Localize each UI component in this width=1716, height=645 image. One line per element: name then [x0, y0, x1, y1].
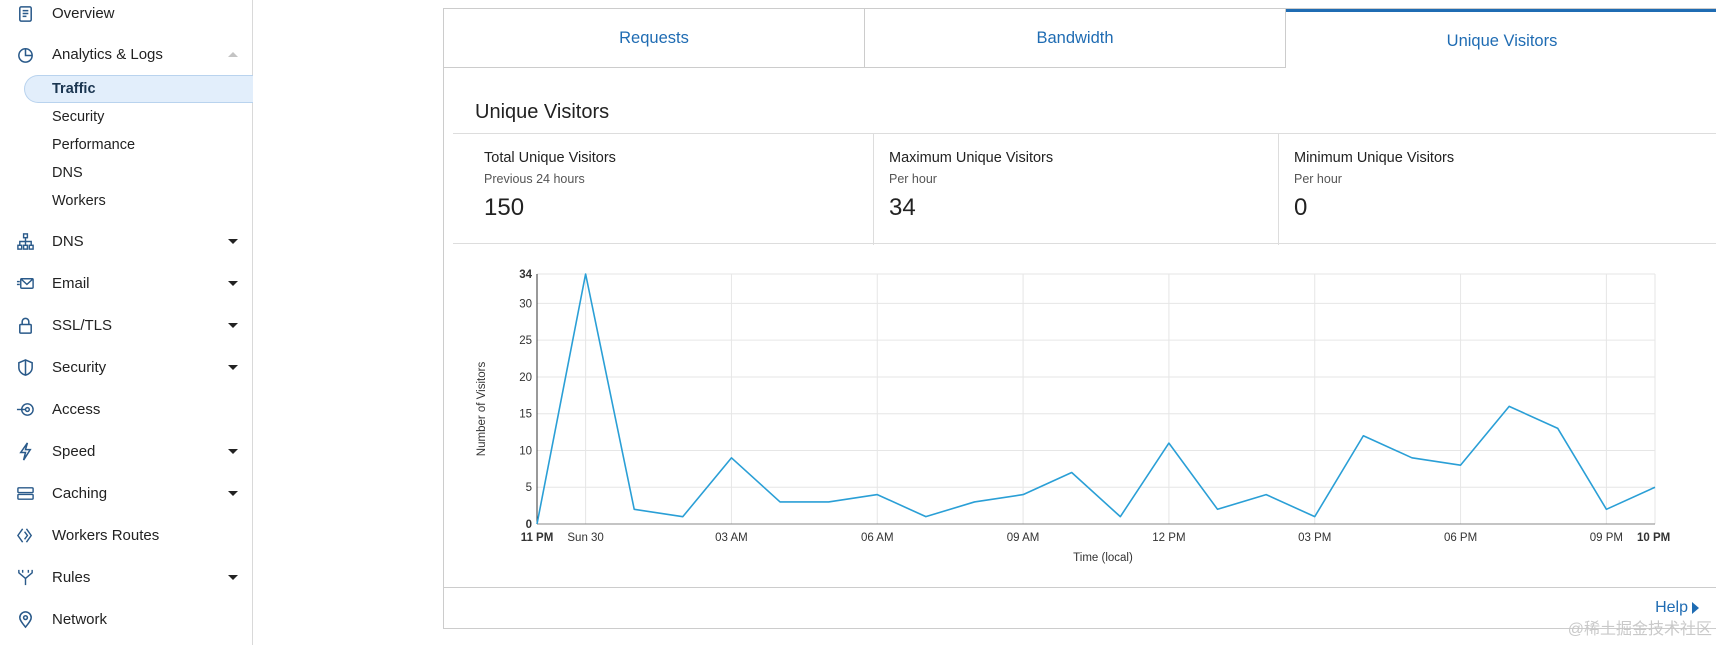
rules-icon — [14, 566, 36, 588]
divider — [444, 587, 1716, 588]
sidebar-subitem-workers[interactable]: Workers — [52, 193, 106, 209]
sidebar-item-rules[interactable]: Rules — [0, 558, 252, 596]
sidebar-item-dns[interactable]: DNS — [0, 222, 252, 260]
series-line — [536, 273, 1656, 525]
y-tick-label: 5 — [526, 482, 532, 494]
sidebar-item-label: Access — [52, 400, 101, 418]
y-tick-label: 0 — [526, 519, 532, 531]
tab-unique-visitors[interactable]: Unique Visitors — [1286, 9, 1716, 68]
y-tick-label: 10 — [519, 445, 532, 457]
sidebar-item-ssl-tls[interactable]: SSL/TLS — [0, 306, 252, 344]
metric-subtitle: Per hour — [889, 172, 937, 186]
help-link[interactable]: Help — [1655, 599, 1699, 617]
sidebar-subitem-performance[interactable]: Performance — [52, 137, 136, 153]
x-tick-label: 09 PM — [1590, 532, 1623, 544]
email-icon — [14, 272, 36, 294]
metric-value: 150 — [484, 194, 525, 221]
chevron-down-icon[interactable] — [228, 238, 238, 244]
sidebar-item-label: Security — [52, 358, 107, 376]
sidebar-item-label: DNS — [52, 232, 84, 250]
sidebar-subitem-dns[interactable]: DNS — [52, 165, 83, 181]
sidebar-item-overview[interactable]: Overview — [0, 0, 252, 32]
chevron-down-icon[interactable] — [228, 364, 238, 370]
sidebar-item-label: Email — [52, 274, 90, 292]
sidebar-item-email[interactable]: Email — [0, 264, 252, 302]
chevron-down-icon[interactable] — [228, 574, 238, 580]
sidebar: Overview Analytics & Logs Traffic Securi… — [0, 0, 253, 645]
x-tick-label: 03 PM — [1298, 532, 1331, 544]
sidebar-item-analytics[interactable]: Analytics & Logs — [0, 35, 252, 73]
sidebar-item-label: Rules — [52, 568, 91, 586]
x-tick-label: 10 PM — [1637, 532, 1670, 544]
document-icon — [14, 2, 36, 24]
x-tick-label: 06 AM — [861, 532, 894, 544]
help-label: Help — [1655, 599, 1688, 616]
sidebar-item-label: Analytics & Logs — [52, 45, 163, 63]
metrics-row: Total Unique Visitors Previous 24 hours … — [453, 133, 1716, 245]
y-tick-label: 30 — [519, 298, 532, 310]
watermark: @稀土掘金技术社区 — [1567, 621, 1712, 638]
sitemap-icon — [14, 230, 36, 252]
chevron-down-icon[interactable] — [228, 490, 238, 496]
x-axis-label: Time (local) — [1073, 552, 1133, 564]
metric-min-unique-visitors: Minimum Unique Visitors Per hour 0 — [1279, 134, 1716, 245]
server-icon — [14, 482, 36, 504]
x-tick-label: 06 PM — [1444, 532, 1477, 544]
y-tick-label: 25 — [519, 335, 532, 347]
sidebar-item-workers-routes[interactable]: Workers Routes — [0, 516, 252, 554]
unique-visitors-chart: 0 5 10 15 20 25 30 34 11 PM Sun 30 03 AM 06 AM 09 AM… — [444, 9, 1716, 630]
x-tick-label: 03 AM — [715, 532, 748, 544]
sidebar-item-label: SSL/TLS — [52, 316, 113, 334]
sidebar-subitem-security[interactable]: Security — [52, 109, 105, 125]
shield-icon — [14, 356, 36, 378]
pie-chart-icon — [14, 43, 36, 65]
metric-title: Total Unique Visitors — [484, 150, 616, 166]
chevron-down-icon[interactable] — [228, 280, 238, 286]
workers-icon — [14, 524, 36, 546]
chevron-down-icon[interactable] — [228, 448, 238, 454]
metric-value: 34 — [889, 194, 916, 221]
x-tick-label: Sun 30 — [567, 532, 603, 544]
tab-bandwidth[interactable]: Bandwidth — [865, 9, 1286, 68]
access-icon — [14, 398, 36, 420]
x-tick-label: 11 PM — [521, 532, 554, 544]
y-tick-label: 20 — [519, 372, 532, 384]
metric-total-unique-visitors: Total Unique Visitors Previous 24 hours … — [453, 134, 874, 245]
sidebar-item-caching[interactable]: Caching — [0, 474, 252, 512]
chevron-down-icon[interactable] — [228, 322, 238, 328]
metric-title: Minimum Unique Visitors — [1294, 150, 1455, 166]
lock-icon — [14, 314, 36, 336]
chart-svg: 0 5 10 15 20 25 30 34 11 PM Sun 30 03 AM 06 AM 09 AM… — [476, 269, 1670, 564]
section-title: Unique Visitors — [475, 101, 610, 123]
x-tick-label: 12 PM — [1152, 532, 1185, 544]
location-pin-icon — [14, 608, 36, 630]
sidebar-item-label: Speed — [52, 442, 96, 460]
sidebar-item-label: Caching — [52, 484, 108, 502]
metric-max-unique-visitors: Maximum Unique Visitors Per hour 34 — [874, 134, 1279, 245]
sidebar-item-access[interactable]: Access — [0, 390, 252, 428]
metric-subtitle: Previous 24 hours — [484, 172, 585, 186]
metric-title: Maximum Unique Visitors — [889, 150, 1054, 166]
metric-subtitle: Per hour — [1294, 172, 1342, 186]
analytics-panel: Requests Bandwidth Unique Visitors Uniqu… — [443, 8, 1716, 629]
sidebar-subitem-traffic[interactable]: Traffic — [24, 75, 253, 103]
sidebar-item-label: Overview — [52, 4, 115, 22]
sidebar-item-security[interactable]: Security — [0, 348, 252, 386]
x-tick-label: 09 AM — [1007, 532, 1040, 544]
sidebar-item-network[interactable]: Network — [0, 600, 252, 638]
chevron-up-icon[interactable] — [228, 51, 238, 57]
metric-value: 0 — [1294, 194, 1308, 221]
caret-right-icon — [1692, 602, 1699, 614]
tab-bar: Requests Bandwidth Unique Visitors — [444, 9, 1716, 68]
sidebar-item-label: Network — [52, 610, 108, 628]
y-tick-label: 15 — [519, 409, 532, 421]
tab-requests[interactable]: Requests — [444, 9, 865, 68]
sidebar-item-speed[interactable]: Speed — [0, 432, 252, 470]
y-axis-label: Number of Visitors — [476, 362, 488, 457]
y-tick-label: 34 — [519, 269, 532, 281]
bolt-icon — [14, 440, 36, 462]
sidebar-item-label: Workers Routes — [52, 526, 160, 544]
